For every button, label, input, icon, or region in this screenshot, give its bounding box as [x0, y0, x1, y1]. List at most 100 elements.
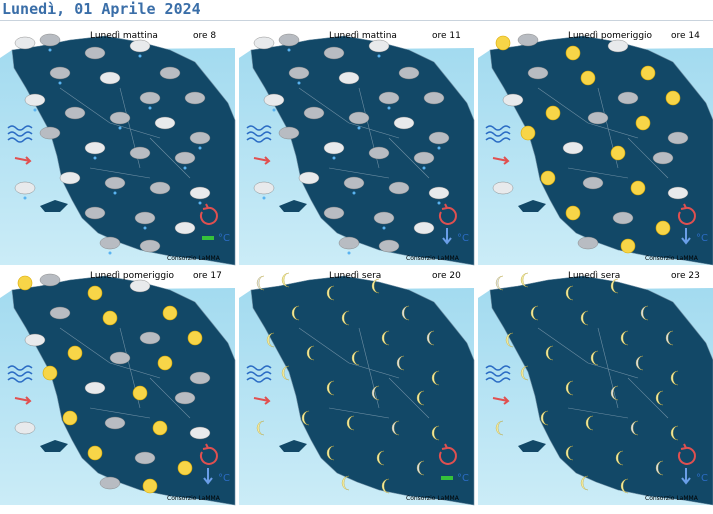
- wave-icon: [485, 377, 511, 383]
- map-panel: °C Lunedì sera ore 20 Consorzio LaMMA: [239, 268, 475, 506]
- cloud-icon: [263, 93, 285, 107]
- province-border: [567, 167, 629, 179]
- moon-icon: [640, 305, 649, 321]
- cloud-icon: [139, 91, 161, 105]
- moon-icon: [610, 385, 619, 401]
- cloud-icon: [84, 381, 106, 395]
- cloud-icon: [189, 186, 211, 200]
- rain-drop: [143, 226, 147, 230]
- cloud-icon: [582, 176, 604, 190]
- wind-arrow: [492, 156, 510, 165]
- sun-icon: [142, 478, 158, 494]
- sun-icon: [580, 70, 596, 86]
- credit-label: Consorzio LaMMA: [645, 255, 699, 262]
- cloud-icon: [413, 151, 435, 165]
- cloud-icon: [24, 333, 46, 347]
- cloud-icon: [159, 66, 181, 80]
- cloud-icon: [343, 176, 365, 190]
- cloud-icon: [84, 206, 106, 220]
- sea-state-icon: [438, 443, 457, 465]
- rain-drop: [437, 201, 441, 205]
- cloud-icon: [423, 91, 445, 105]
- moon-icon: [431, 425, 440, 441]
- credit-label: Consorzio LaMMA: [406, 255, 460, 262]
- moon-icon: [655, 460, 664, 476]
- temp-trend: [681, 228, 691, 245]
- cloud-icon: [338, 236, 360, 250]
- time-label: ore 8: [193, 31, 216, 41]
- province-border: [537, 327, 589, 364]
- moon-icon: [256, 420, 265, 436]
- cloud-icon: [368, 146, 390, 160]
- moon-icon: [431, 370, 440, 386]
- temp-unit: °C: [457, 473, 469, 484]
- cloud-icon: [174, 151, 196, 165]
- wind-arrow: [14, 396, 32, 405]
- sun-icon: [565, 45, 581, 61]
- moon-icon: [585, 415, 594, 431]
- moon-icon: [565, 285, 574, 301]
- moon-icon: [371, 385, 380, 401]
- moon-icon: [301, 410, 310, 426]
- moon-icon: [426, 330, 435, 346]
- sun-icon: [540, 170, 556, 186]
- rain-drop: [118, 126, 122, 130]
- cloud-icon: [517, 33, 539, 47]
- cloud-icon: [104, 176, 126, 190]
- moon-icon: [381, 330, 390, 346]
- cloud-icon: [84, 141, 106, 155]
- province-border: [109, 362, 161, 379]
- credit-label: Consorzio LaMMA: [167, 495, 221, 502]
- wind-arrow: [253, 396, 271, 405]
- cloud-icon: [577, 236, 599, 250]
- sun-icon: [162, 305, 178, 321]
- cloud-icon: [667, 186, 689, 200]
- sun-icon: [67, 345, 83, 361]
- province-border: [59, 327, 111, 364]
- cloud-icon: [253, 181, 275, 195]
- wave-icon: [7, 371, 33, 377]
- rain-drop: [287, 48, 291, 52]
- rain-drop: [183, 166, 187, 170]
- wave-icon: [485, 371, 511, 377]
- cloud-icon: [174, 391, 196, 405]
- rain-drop: [93, 156, 97, 160]
- rain-drop: [48, 48, 52, 52]
- moon-icon: [326, 380, 335, 396]
- wave-icon: [7, 137, 33, 143]
- cloud-icon: [99, 476, 121, 490]
- moon-icon: [281, 365, 290, 381]
- sun-icon: [655, 220, 671, 236]
- cloud-icon: [562, 141, 584, 155]
- wave-icon: [7, 125, 33, 131]
- wind-arrow: [14, 156, 32, 165]
- temp-trend: [681, 468, 691, 485]
- province-border: [109, 122, 161, 139]
- sun-icon: [62, 410, 78, 426]
- province-border: [587, 362, 639, 379]
- moon-icon: [530, 305, 539, 321]
- sun-icon: [620, 238, 636, 254]
- rain-drop: [113, 191, 117, 195]
- title-rule: [0, 20, 713, 21]
- rain-drop: [357, 126, 361, 130]
- moon-icon: [520, 365, 529, 381]
- cloud-icon: [587, 111, 609, 125]
- province-border: [597, 327, 619, 409]
- rain-drop: [387, 106, 391, 110]
- cloud-icon: [149, 181, 171, 195]
- time-label: ore 11: [432, 31, 461, 41]
- province-border: [298, 87, 350, 124]
- moon-icon: [256, 275, 265, 291]
- moon-icon: [326, 445, 335, 461]
- wave-icon: [246, 131, 272, 137]
- cloud-icon: [652, 151, 674, 165]
- cloud-icon: [154, 116, 176, 130]
- cloud-icon: [278, 126, 300, 140]
- credit-label: Consorzio LaMMA: [645, 495, 699, 502]
- wave-icon: [485, 365, 511, 371]
- cloud-icon: [278, 33, 300, 47]
- province-border: [348, 122, 400, 139]
- sun-icon: [545, 105, 561, 121]
